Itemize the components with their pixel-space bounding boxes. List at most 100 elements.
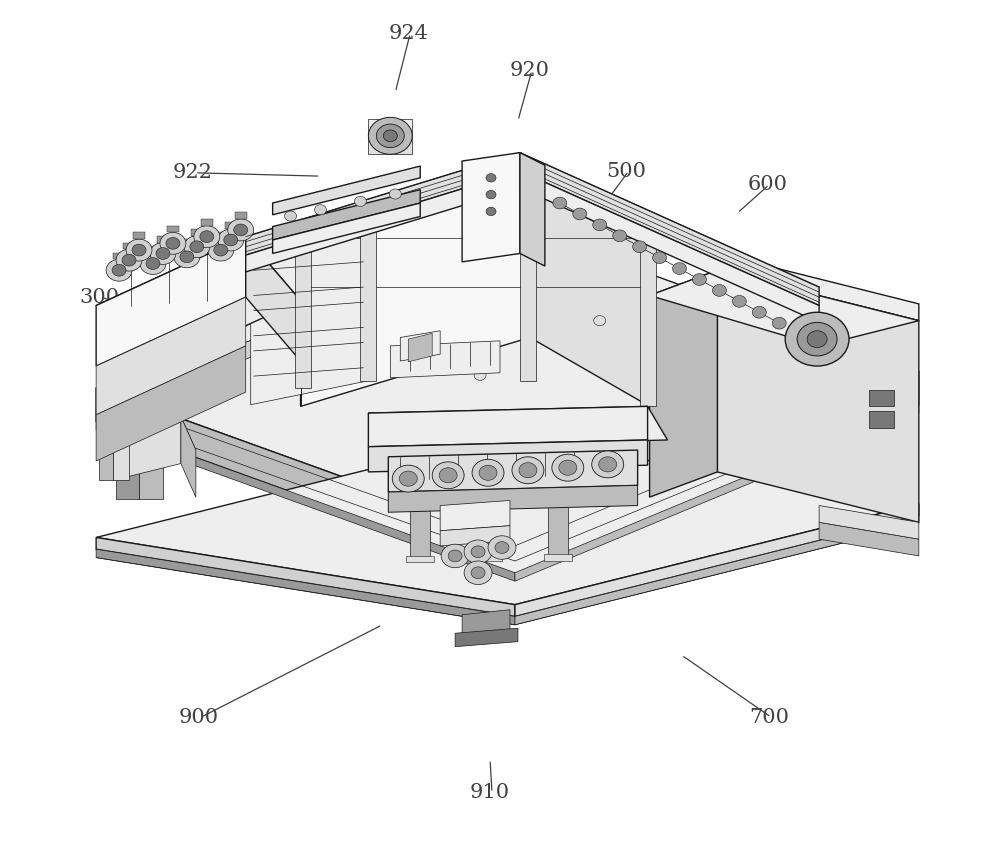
Circle shape — [471, 566, 485, 578]
Circle shape — [594, 315, 606, 325]
Polygon shape — [113, 416, 181, 481]
Circle shape — [464, 561, 492, 584]
Circle shape — [486, 191, 496, 199]
Polygon shape — [113, 405, 129, 481]
Circle shape — [552, 454, 584, 481]
Circle shape — [194, 226, 220, 248]
Polygon shape — [474, 555, 502, 561]
Polygon shape — [440, 526, 510, 546]
Polygon shape — [368, 119, 412, 136]
Circle shape — [368, 117, 412, 154]
Circle shape — [234, 224, 248, 236]
Polygon shape — [368, 440, 648, 472]
Polygon shape — [515, 371, 919, 572]
Polygon shape — [235, 212, 247, 219]
Circle shape — [613, 230, 627, 242]
Text: 600: 600 — [747, 175, 787, 194]
Polygon shape — [368, 136, 412, 154]
Circle shape — [732, 295, 746, 307]
Circle shape — [593, 219, 607, 231]
Polygon shape — [191, 229, 203, 236]
Polygon shape — [360, 213, 376, 381]
Circle shape — [344, 332, 356, 342]
Polygon shape — [390, 341, 500, 378]
Text: 900: 900 — [179, 708, 219, 727]
Circle shape — [474, 475, 486, 486]
Circle shape — [432, 462, 464, 489]
Polygon shape — [96, 437, 919, 604]
Circle shape — [214, 244, 228, 256]
Polygon shape — [301, 169, 530, 406]
Polygon shape — [869, 411, 894, 428]
Polygon shape — [96, 538, 515, 616]
Circle shape — [553, 197, 567, 209]
Circle shape — [224, 234, 238, 246]
Polygon shape — [462, 609, 510, 638]
Circle shape — [392, 465, 424, 492]
Polygon shape — [96, 422, 515, 581]
Circle shape — [156, 248, 170, 260]
Circle shape — [389, 189, 401, 199]
Text: 922: 922 — [173, 164, 213, 182]
Polygon shape — [139, 423, 163, 499]
Text: 921: 921 — [857, 395, 897, 414]
Polygon shape — [520, 153, 545, 266]
Text: 500: 500 — [607, 162, 647, 180]
Circle shape — [354, 196, 366, 207]
Polygon shape — [650, 271, 919, 346]
Polygon shape — [273, 190, 420, 240]
Polygon shape — [368, 406, 648, 447]
Polygon shape — [640, 239, 656, 406]
Polygon shape — [520, 171, 819, 322]
Polygon shape — [251, 213, 366, 405]
Circle shape — [785, 312, 849, 366]
Polygon shape — [515, 405, 919, 581]
Circle shape — [285, 211, 297, 221]
Polygon shape — [201, 219, 213, 226]
Circle shape — [673, 263, 686, 275]
Circle shape — [474, 370, 486, 380]
Polygon shape — [520, 153, 819, 305]
Circle shape — [208, 239, 234, 261]
Polygon shape — [406, 556, 434, 562]
Circle shape — [116, 250, 142, 271]
Polygon shape — [410, 491, 430, 559]
Circle shape — [772, 317, 786, 329]
Circle shape — [495, 542, 509, 553]
Polygon shape — [515, 504, 919, 616]
Polygon shape — [819, 523, 919, 556]
Polygon shape — [455, 628, 518, 647]
Polygon shape — [113, 358, 129, 434]
Circle shape — [376, 124, 404, 148]
Circle shape — [479, 465, 497, 481]
Polygon shape — [246, 153, 520, 255]
Circle shape — [122, 255, 136, 266]
Circle shape — [200, 231, 214, 243]
Polygon shape — [869, 396, 894, 472]
Polygon shape — [520, 169, 536, 381]
Polygon shape — [147, 246, 159, 253]
Polygon shape — [869, 389, 894, 406]
Circle shape — [441, 545, 469, 567]
Text: 920: 920 — [510, 61, 550, 80]
Circle shape — [653, 252, 667, 264]
Polygon shape — [530, 169, 650, 406]
Polygon shape — [99, 405, 113, 481]
Circle shape — [486, 174, 496, 182]
Circle shape — [464, 540, 492, 563]
Polygon shape — [462, 153, 520, 262]
Circle shape — [383, 130, 397, 142]
Polygon shape — [101, 389, 119, 438]
Polygon shape — [819, 506, 919, 540]
Polygon shape — [116, 423, 139, 499]
Circle shape — [752, 306, 766, 318]
Text: 923: 923 — [217, 244, 257, 263]
Polygon shape — [273, 166, 420, 215]
Circle shape — [519, 463, 537, 478]
Polygon shape — [113, 253, 125, 260]
Text: 924: 924 — [388, 24, 428, 43]
Circle shape — [160, 233, 186, 255]
Circle shape — [190, 241, 204, 253]
Polygon shape — [301, 169, 650, 307]
Circle shape — [573, 208, 587, 220]
